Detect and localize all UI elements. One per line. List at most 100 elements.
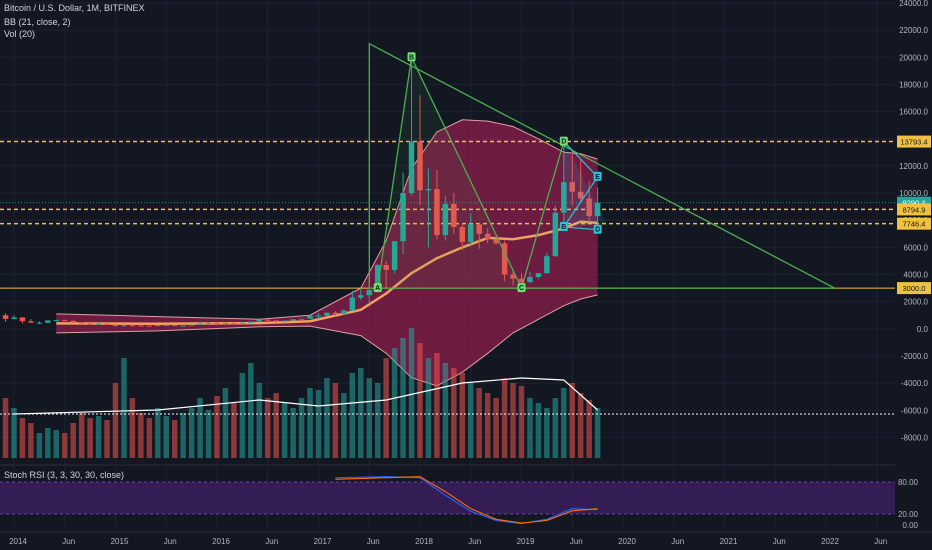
volume-bar	[112, 383, 119, 458]
candle-body	[408, 141, 415, 194]
pattern-point-label: A	[375, 285, 380, 292]
pattern-point-label: C	[519, 285, 524, 292]
volume-bar	[341, 393, 347, 458]
time-tick-label: Jun	[874, 537, 887, 546]
volume-bar	[265, 398, 271, 458]
candle-body	[544, 256, 550, 274]
candle-body	[138, 325, 144, 327]
price-tick-label: 2000.0	[904, 298, 929, 307]
vol-legend[interactable]: Vol (20)	[4, 29, 36, 39]
candle-body	[476, 224, 482, 234]
price-tick-label: 22000.0	[899, 26, 928, 35]
volume-bar	[146, 418, 153, 458]
pattern-point-marker	[593, 171, 602, 181]
volume-bar	[2, 398, 9, 458]
time-tick-label: 2017	[314, 537, 332, 546]
volume-bar	[400, 338, 406, 458]
volume-bar	[155, 408, 161, 458]
volume-bar	[527, 398, 533, 458]
candle-body	[45, 320, 51, 323]
candle-body	[205, 322, 212, 324]
stoch-legend[interactable]: Stoch RSI (3, 3, 30, 30, close)	[4, 470, 125, 480]
volume-bar	[231, 403, 237, 458]
price-tag	[897, 217, 931, 230]
candle-body	[324, 312, 330, 316]
candle-body	[459, 227, 466, 242]
volume-bar	[197, 398, 203, 458]
candle-body	[586, 198, 592, 217]
price-tick-label: -6000.0	[901, 406, 929, 415]
wedge-pattern	[563, 141, 608, 228]
price-tick-label: 4000.0	[904, 271, 929, 280]
volume-bar	[87, 418, 93, 458]
price-tick-label: 18000.0	[899, 80, 928, 89]
wedge-zigzag	[562, 141, 599, 231]
candle-body	[349, 297, 356, 311]
pattern-point-label: B	[561, 224, 566, 231]
candle-body	[265, 319, 271, 321]
time-tick-label: Jun	[468, 537, 481, 546]
time-tick-label: Jun	[570, 537, 583, 546]
candle-body	[104, 323, 110, 325]
volume-bar	[459, 373, 466, 458]
volume-bar	[315, 390, 322, 458]
volume-bar	[214, 396, 220, 458]
time-tick-label: 2015	[111, 537, 129, 546]
candle-body	[155, 325, 161, 327]
candle-body	[62, 320, 68, 322]
volume-bar	[11, 408, 17, 458]
volume-bar	[594, 408, 601, 458]
volume-bar	[45, 428, 51, 458]
candle-body	[70, 320, 76, 323]
volume-bar	[95, 416, 102, 458]
candle-body	[594, 202, 601, 217]
price-tag-label: 7746.4	[903, 220, 926, 229]
time-tick-label: Jun	[164, 537, 177, 546]
volume-bar	[442, 363, 449, 458]
volume-bar	[552, 398, 559, 458]
volume-bar	[307, 388, 313, 458]
price-tag	[897, 203, 931, 216]
price-tag-label: 8794.9	[903, 205, 926, 214]
price-tag-label: 13793.4	[900, 138, 927, 147]
candle-body	[273, 320, 279, 322]
volume-bar	[535, 403, 542, 458]
time-axis-bg	[0, 532, 932, 550]
volume-bar	[493, 398, 499, 458]
volume-bar	[374, 383, 381, 458]
volume-bar	[468, 383, 474, 458]
volume-bar	[70, 423, 76, 458]
candle-body	[374, 265, 381, 290]
candle-body	[197, 323, 203, 325]
candle-body	[11, 317, 17, 319]
abcd-zigzag	[377, 55, 565, 290]
volume-bar	[129, 398, 136, 458]
candle-body	[87, 323, 93, 325]
price-tick-label: 16000.0	[899, 108, 928, 117]
candle-body	[341, 310, 347, 315]
bb-legend[interactable]: BB (21, close, 2)	[4, 17, 71, 27]
pattern-point-label: E	[595, 174, 600, 181]
volume-bar	[391, 348, 398, 458]
volume-bar	[180, 413, 186, 458]
time-tick-label: Jun	[773, 537, 786, 546]
volume-bar	[205, 410, 212, 458]
volume-bar	[290, 408, 296, 458]
volume-bar	[138, 413, 144, 458]
candle-body	[561, 182, 567, 213]
symbol-legend[interactable]: Bitcoin / U.S. Dollar, 1M, BITFINEX	[4, 3, 145, 13]
time-tick-label: 2018	[415, 537, 433, 546]
candle-body	[171, 324, 178, 326]
candle-body	[2, 315, 9, 319]
candle-body	[231, 322, 237, 324]
volume-bar	[222, 388, 229, 458]
volume-bar	[501, 378, 508, 458]
candle-body	[214, 322, 220, 324]
candle-body	[484, 233, 491, 240]
candle-body	[112, 324, 119, 326]
stoch-tick-label: 80.00	[898, 478, 919, 487]
bollinger-upper	[56, 119, 598, 320]
volume-bar	[484, 393, 491, 458]
pattern-point-marker	[373, 283, 382, 293]
